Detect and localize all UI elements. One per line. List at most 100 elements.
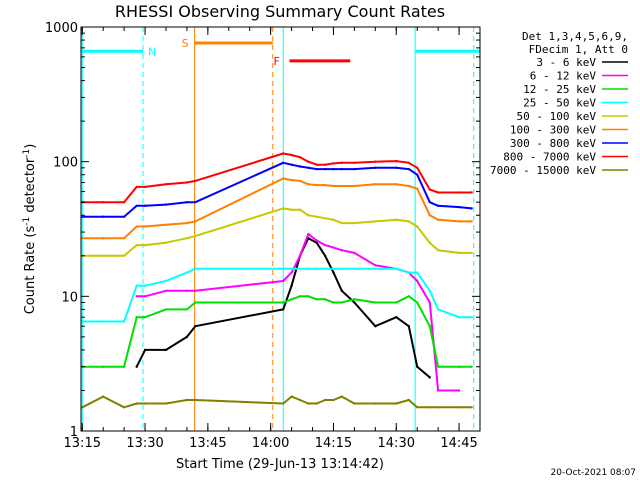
series-5-point-11	[298, 208, 302, 211]
series-6-point-14	[323, 183, 327, 187]
series-5-point-6	[164, 241, 168, 244]
series-8-point-9	[282, 152, 285, 155]
series-4-point-18	[374, 267, 377, 270]
series-5-point-14	[323, 217, 327, 220]
series-9-point-9	[282, 402, 285, 405]
series-4-point-11	[298, 267, 302, 270]
series-6-point-25	[470, 220, 473, 223]
series-4-point-2	[102, 320, 105, 323]
series-3-point-17	[353, 298, 356, 301]
series-6-point-19	[395, 183, 398, 186]
series-3-point-5	[143, 316, 147, 319]
series-8-point-23	[436, 191, 440, 194]
series-7-point-18	[374, 166, 377, 169]
series-3-point-25	[470, 365, 473, 368]
series-6-point-20	[407, 184, 410, 188]
series-7-point-15	[332, 167, 335, 171]
series-7-point-17	[353, 167, 356, 171]
series-7-point-19	[395, 166, 398, 169]
series-5-point-4	[135, 243, 138, 247]
series-1-point-22	[428, 376, 431, 379]
series-7-point-12	[307, 166, 310, 169]
legend-label-6: 100 - 300 keV	[510, 124, 596, 137]
series-4-point-9	[282, 267, 285, 270]
legend-label-4: 25 - 50 keV	[523, 97, 596, 110]
x-tick-label-2: 13:30	[126, 436, 163, 451]
series-9-point-15	[332, 398, 335, 402]
series-6-point-23	[436, 218, 440, 221]
series-lines	[81, 152, 473, 409]
series-3-point-22	[428, 325, 431, 328]
x-tick-label-6: 14:30	[378, 436, 415, 451]
series-8-point-25	[470, 191, 473, 194]
series-2-point-22	[428, 301, 431, 304]
series-4-point-22	[428, 289, 431, 292]
series-7-point-3	[122, 215, 126, 218]
y-axis: 1 10 100 1000	[45, 21, 480, 440]
series-9-point-11	[298, 398, 302, 402]
series-2-point-15	[332, 246, 335, 249]
series-3-point-6	[164, 308, 168, 311]
series-7-point-9	[282, 161, 285, 164]
series-4-point-15	[332, 267, 335, 270]
legend-label-9: 7000 - 15000 keV	[490, 164, 596, 177]
series-9-point-4	[135, 402, 138, 405]
series-4-point-21	[416, 271, 419, 274]
series-6-point-15	[332, 184, 335, 188]
series-7-point-22	[428, 201, 431, 204]
series-8-point-10	[290, 153, 293, 157]
x-tick-label-7: 14:45	[440, 436, 477, 451]
series-3-point-8	[194, 301, 197, 304]
series-9-point-13	[315, 402, 318, 405]
series-6-point-5	[143, 225, 147, 228]
series-4-point-4	[135, 284, 138, 287]
series-3-point-7	[185, 308, 189, 311]
series-4-point-5	[143, 284, 147, 287]
series-6-point-22	[428, 214, 431, 217]
series-7-point-23	[436, 204, 440, 207]
series-8-point-13	[315, 163, 318, 166]
series-3-point-15	[332, 301, 335, 304]
series-4-point-14	[323, 267, 327, 270]
series-9-point-24	[457, 406, 461, 409]
legend-label-5: 50 - 100 keV	[517, 110, 597, 123]
series-9-point-22	[428, 406, 431, 409]
x-axis: 13:15 13:30 13:45 14:00 14:15 14:30 14:45	[64, 27, 481, 451]
series-2-point-17	[353, 251, 356, 255]
series-3-point-19	[395, 301, 398, 304]
series-2-point-8	[194, 289, 197, 292]
series-6-point-17	[353, 184, 356, 188]
series-5-point-13	[315, 215, 318, 218]
series-1-point-13	[315, 241, 318, 244]
legend-label-1: 3 - 6 keV	[536, 56, 596, 69]
series-6-point-1	[81, 237, 84, 240]
series-2-point-24	[457, 389, 461, 392]
series-5-point-22	[428, 241, 431, 244]
series-8-point-20	[407, 161, 410, 164]
series-5-point-21	[416, 225, 419, 228]
series-5-point-15	[332, 218, 335, 221]
series-7-point-10	[290, 163, 293, 166]
series-5-point-10	[290, 208, 293, 211]
series-4-point-8	[194, 267, 197, 270]
legend-label-8: 800 - 7000 keV	[503, 151, 596, 164]
x-tick-label-5: 14:15	[315, 436, 352, 451]
series-2-point-13	[315, 239, 318, 242]
series-5-point-3	[122, 254, 126, 257]
series-1-point-18	[374, 325, 377, 328]
series-7-point-7	[185, 201, 189, 204]
series-3-point-10	[290, 298, 293, 301]
series-1-point-19	[395, 316, 398, 319]
series-7-point-24	[457, 205, 461, 209]
series-9-point-8	[194, 398, 197, 402]
plot-frame	[80, 26, 481, 432]
legend-label-7: 300 - 800 keV	[510, 137, 596, 150]
series-7-point-13	[315, 167, 318, 171]
series-8-point-24	[457, 191, 461, 194]
series-6-point-2	[102, 237, 105, 240]
series-1-point-4	[135, 365, 138, 368]
series-8-point-5	[143, 185, 147, 189]
series-8-point-18	[374, 160, 377, 163]
series-1-point-6	[164, 348, 168, 352]
